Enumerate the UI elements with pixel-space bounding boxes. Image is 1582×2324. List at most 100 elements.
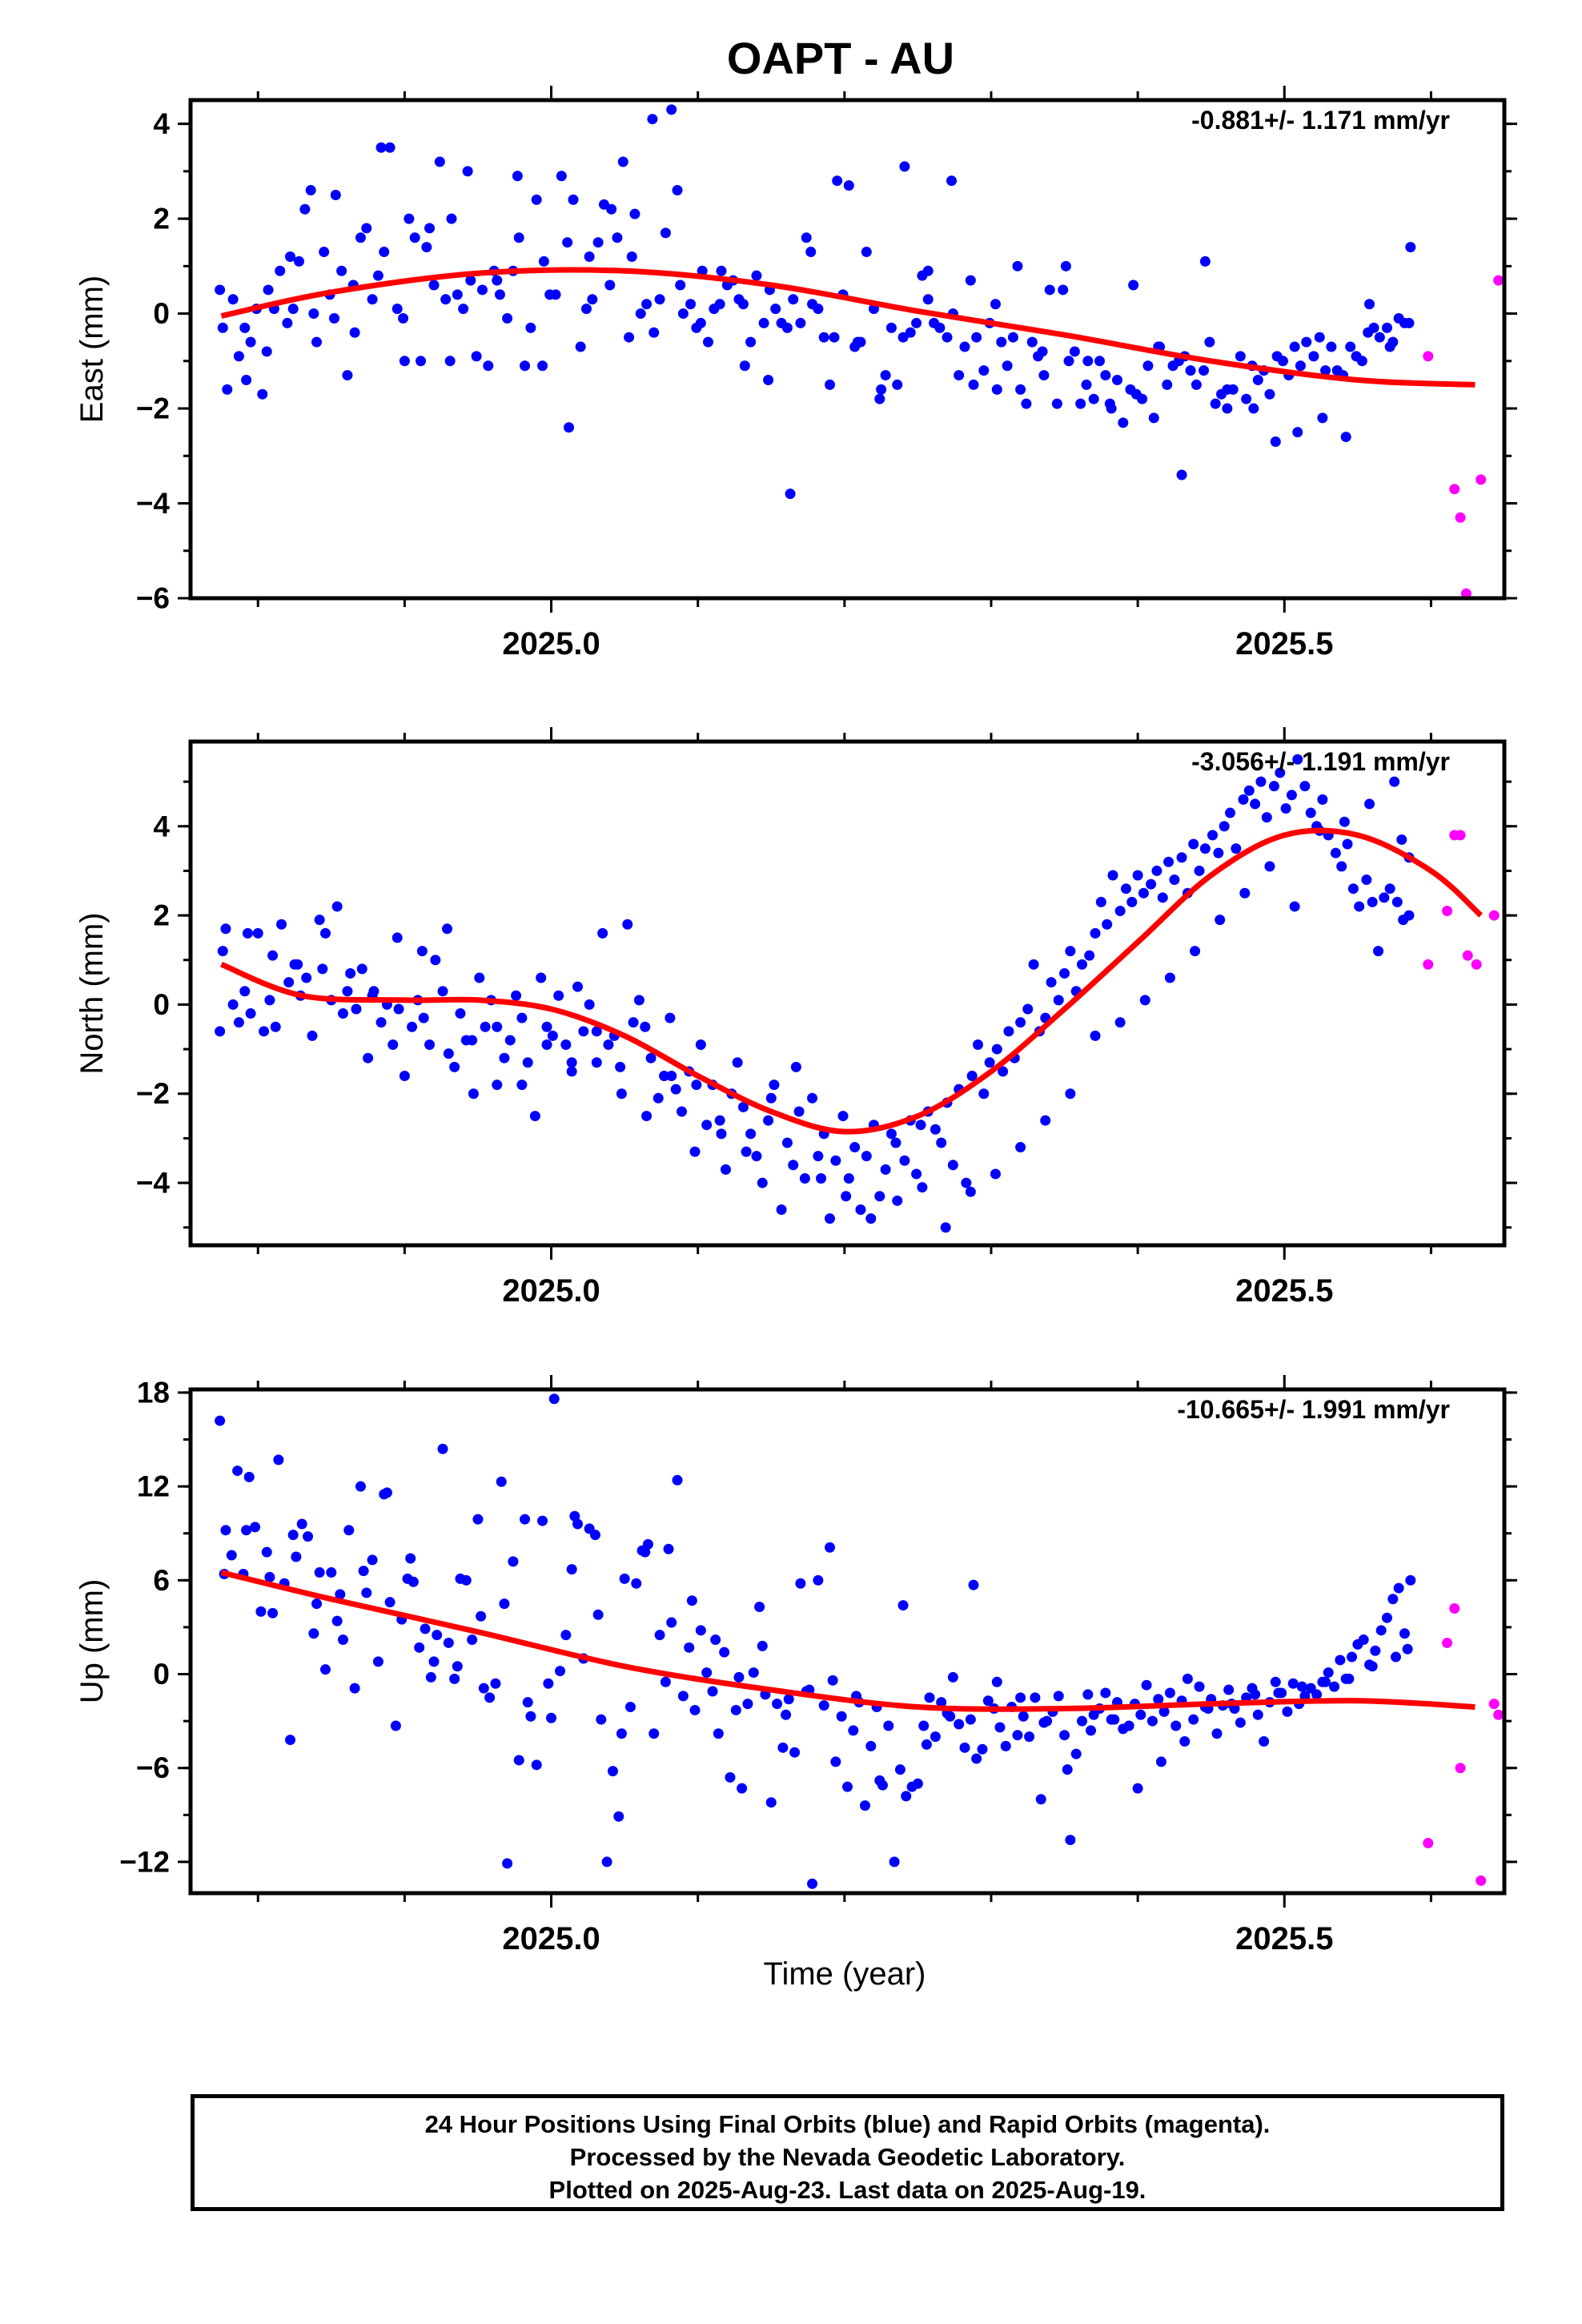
east-final-point xyxy=(1252,375,1263,386)
north-final-point xyxy=(292,959,303,970)
north-final-point xyxy=(720,1164,731,1175)
east-final-point xyxy=(391,304,403,315)
up-final-point xyxy=(261,1546,272,1558)
east-final-point xyxy=(714,299,725,310)
north-ytick-label: −4 xyxy=(136,1167,171,1200)
up-final-point xyxy=(560,1630,572,1641)
east-final-point xyxy=(1021,398,1032,409)
east-ytick-label: −4 xyxy=(136,487,171,520)
east-final-point xyxy=(471,351,482,362)
up-final-point xyxy=(287,1530,299,1541)
north-final-point xyxy=(807,1092,818,1104)
up-final-point xyxy=(616,1728,627,1739)
north-final-point xyxy=(1339,816,1350,827)
north-final-point xyxy=(1268,781,1279,792)
north-final-point xyxy=(1389,776,1400,787)
north-final-point xyxy=(356,963,367,975)
up-final-point xyxy=(425,1671,436,1683)
east-final-point xyxy=(215,284,226,296)
north-rapid-point xyxy=(1471,959,1482,970)
east-final-point xyxy=(829,332,840,343)
east-final-point xyxy=(409,232,420,243)
north-final-point xyxy=(961,1177,972,1188)
east-final-point xyxy=(444,356,456,367)
north-final-point xyxy=(591,1057,602,1068)
east-final-point xyxy=(355,232,366,243)
north-final-point xyxy=(239,986,251,997)
up-xtick-label: 2025.0 xyxy=(502,1921,600,1956)
east-final-point xyxy=(716,265,727,276)
up-final-point xyxy=(420,1623,431,1634)
up-final-point xyxy=(1252,1709,1263,1720)
north-final-point xyxy=(1120,883,1131,895)
north-final-point xyxy=(1015,1142,1026,1153)
east-final-point xyxy=(239,322,251,333)
east-final-point xyxy=(502,312,513,324)
east-final-point xyxy=(1241,393,1252,404)
up-final-point xyxy=(467,1634,478,1646)
up-final-point xyxy=(215,1415,226,1426)
up-final-point xyxy=(285,1735,296,1746)
up-final-point xyxy=(994,1722,1006,1733)
north-final-point xyxy=(455,1008,466,1019)
up-final-point xyxy=(1135,1709,1146,1720)
up-final-point xyxy=(311,1598,323,1610)
up-final-point xyxy=(701,1667,713,1679)
north-final-point xyxy=(584,999,595,1010)
north-final-point xyxy=(1139,995,1150,1006)
north-final-point xyxy=(861,1151,872,1162)
up-final-point xyxy=(1109,1714,1120,1725)
up-final-point xyxy=(343,1525,355,1536)
east-final-point xyxy=(1405,242,1416,253)
east-plot-frame xyxy=(188,98,1507,601)
east-final-point xyxy=(697,265,708,276)
north-final-point xyxy=(1361,875,1372,886)
up-final-point xyxy=(686,1595,697,1606)
up-final-point xyxy=(502,1858,513,1869)
up-final-point xyxy=(848,1725,859,1736)
up-final-point xyxy=(308,1628,319,1639)
east-final-point xyxy=(319,247,330,258)
north-final-point xyxy=(691,1080,702,1091)
up-final-point xyxy=(677,1691,689,1702)
up-rapid-point xyxy=(1488,1699,1500,1710)
north-final-point xyxy=(1264,861,1275,872)
east-final-point xyxy=(261,346,272,357)
east-final-point xyxy=(1320,365,1331,376)
north-final-point xyxy=(1102,919,1113,930)
north-final-point xyxy=(1280,802,1291,814)
east-final-point xyxy=(434,156,445,167)
north-final-point xyxy=(1022,1003,1034,1015)
east-rapid-point xyxy=(1449,484,1460,495)
north-final-point xyxy=(689,1146,701,1157)
up-final-point xyxy=(713,1728,724,1739)
north-final-point xyxy=(633,995,644,1006)
up-rapid-point xyxy=(1455,1763,1466,1774)
north-final-point xyxy=(1391,896,1403,907)
east-final-point xyxy=(513,232,524,243)
east-final-point xyxy=(328,312,339,324)
east-final-point xyxy=(342,370,353,381)
east-final-point xyxy=(263,284,274,296)
north-final-point xyxy=(1015,1017,1026,1028)
east-final-point xyxy=(1111,375,1122,386)
up-final-point xyxy=(1381,1612,1392,1623)
east-final-point xyxy=(1292,427,1303,438)
east-final-point xyxy=(635,308,646,320)
north-rapid-point xyxy=(1442,906,1453,917)
north-final-point xyxy=(751,1151,762,1162)
north-final-point xyxy=(560,1039,572,1051)
north-final-point xyxy=(337,1008,348,1019)
east-final-point xyxy=(880,370,891,381)
east-final-point xyxy=(695,317,706,328)
up-final-point xyxy=(733,1671,745,1683)
east-ytick-label: −2 xyxy=(136,392,170,425)
north-final-point xyxy=(1225,807,1236,818)
up-final-point xyxy=(508,1556,519,1567)
north-final-point xyxy=(1095,896,1106,907)
up-final-point xyxy=(991,1676,1002,1687)
north-final-point xyxy=(1114,906,1126,917)
up-final-point xyxy=(719,1647,730,1658)
north-final-point xyxy=(1126,896,1138,907)
